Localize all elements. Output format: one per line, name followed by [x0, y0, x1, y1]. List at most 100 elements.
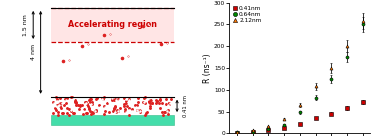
- Point: [66, 59, 72, 61]
- Point: [73, 103, 79, 106]
- Point: [157, 99, 163, 101]
- Point: [84, 103, 90, 105]
- Point: [137, 109, 143, 112]
- Point: [137, 110, 143, 112]
- Point: [126, 99, 132, 101]
- Point: [166, 102, 172, 104]
- Point: [68, 109, 74, 111]
- Point: [86, 108, 92, 110]
- Point: [63, 97, 69, 99]
- Point: [97, 106, 103, 109]
- Point: [122, 108, 129, 110]
- Point: [109, 97, 115, 99]
- Point: [88, 103, 94, 105]
- Point: [79, 104, 85, 106]
- Point: [90, 112, 96, 114]
- Point: [115, 102, 121, 104]
- Point: [102, 106, 108, 108]
- Point: [141, 101, 147, 103]
- Point: [125, 98, 132, 100]
- Point: [134, 104, 140, 106]
- Point: [88, 98, 94, 100]
- Point: [157, 98, 163, 100]
- Point: [135, 96, 141, 99]
- Point: [113, 111, 119, 113]
- Point: [106, 105, 112, 108]
- Text: 4 nm: 4 nm: [31, 44, 36, 60]
- Point: [112, 111, 118, 113]
- Point: [104, 102, 110, 104]
- Point: [54, 98, 60, 100]
- Point: [137, 111, 143, 113]
- Point: [64, 99, 70, 101]
- Point: [85, 105, 91, 107]
- Point: [66, 114, 72, 116]
- Point: [88, 101, 94, 103]
- Point: [82, 103, 88, 105]
- Point: [57, 105, 63, 107]
- Point: [123, 102, 129, 104]
- Point: [72, 101, 78, 103]
- Point: [166, 102, 172, 105]
- Point: [121, 97, 127, 99]
- Point: [93, 98, 99, 100]
- Point: [129, 110, 135, 112]
- Legend: 0.41nm, 0.64nm, 2.12nm: 0.41nm, 0.64nm, 2.12nm: [230, 4, 264, 26]
- Point: [162, 111, 168, 113]
- Point: [64, 97, 70, 99]
- Point: [79, 110, 85, 112]
- Point: [147, 107, 153, 109]
- Point: [121, 103, 127, 105]
- Point: [165, 113, 171, 116]
- Point: [140, 101, 146, 103]
- Point: [123, 100, 129, 102]
- Point: [164, 109, 170, 112]
- Point: [64, 107, 70, 109]
- Point: [77, 105, 83, 107]
- Point: [160, 114, 166, 116]
- Point: [80, 113, 86, 115]
- Point: [102, 109, 108, 112]
- Point: [143, 112, 149, 115]
- Point: [148, 99, 154, 101]
- Point: [149, 102, 155, 104]
- Point: [83, 112, 89, 115]
- Point: [149, 102, 155, 104]
- Point: [92, 110, 98, 112]
- Point: [137, 109, 143, 111]
- Point: [135, 111, 141, 113]
- Point: [110, 110, 116, 112]
- Point: [94, 97, 101, 100]
- Point: [55, 101, 61, 103]
- Point: [79, 45, 85, 47]
- Point: [64, 112, 70, 114]
- Point: [167, 102, 173, 104]
- Point: [53, 109, 59, 111]
- Point: [163, 98, 169, 100]
- Point: [150, 98, 156, 100]
- Point: [60, 112, 66, 114]
- Point: [70, 112, 76, 114]
- Point: [153, 100, 160, 102]
- Point: [126, 107, 132, 109]
- Point: [126, 109, 132, 111]
- Point: [81, 108, 87, 110]
- Point: [153, 99, 159, 102]
- Point: [154, 100, 160, 103]
- Point: [121, 105, 127, 107]
- Point: [89, 103, 95, 106]
- Point: [99, 97, 105, 99]
- Point: [68, 109, 74, 112]
- Point: [57, 97, 64, 99]
- Point: [135, 101, 141, 103]
- Point: [100, 100, 106, 102]
- Point: [166, 103, 172, 105]
- Point: [122, 110, 128, 112]
- Point: [88, 113, 94, 115]
- Point: [144, 111, 150, 113]
- Point: [111, 107, 117, 109]
- Point: [115, 110, 121, 112]
- Point: [141, 97, 147, 99]
- Y-axis label: R (ns⁻¹): R (ns⁻¹): [203, 53, 212, 83]
- Point: [96, 104, 102, 106]
